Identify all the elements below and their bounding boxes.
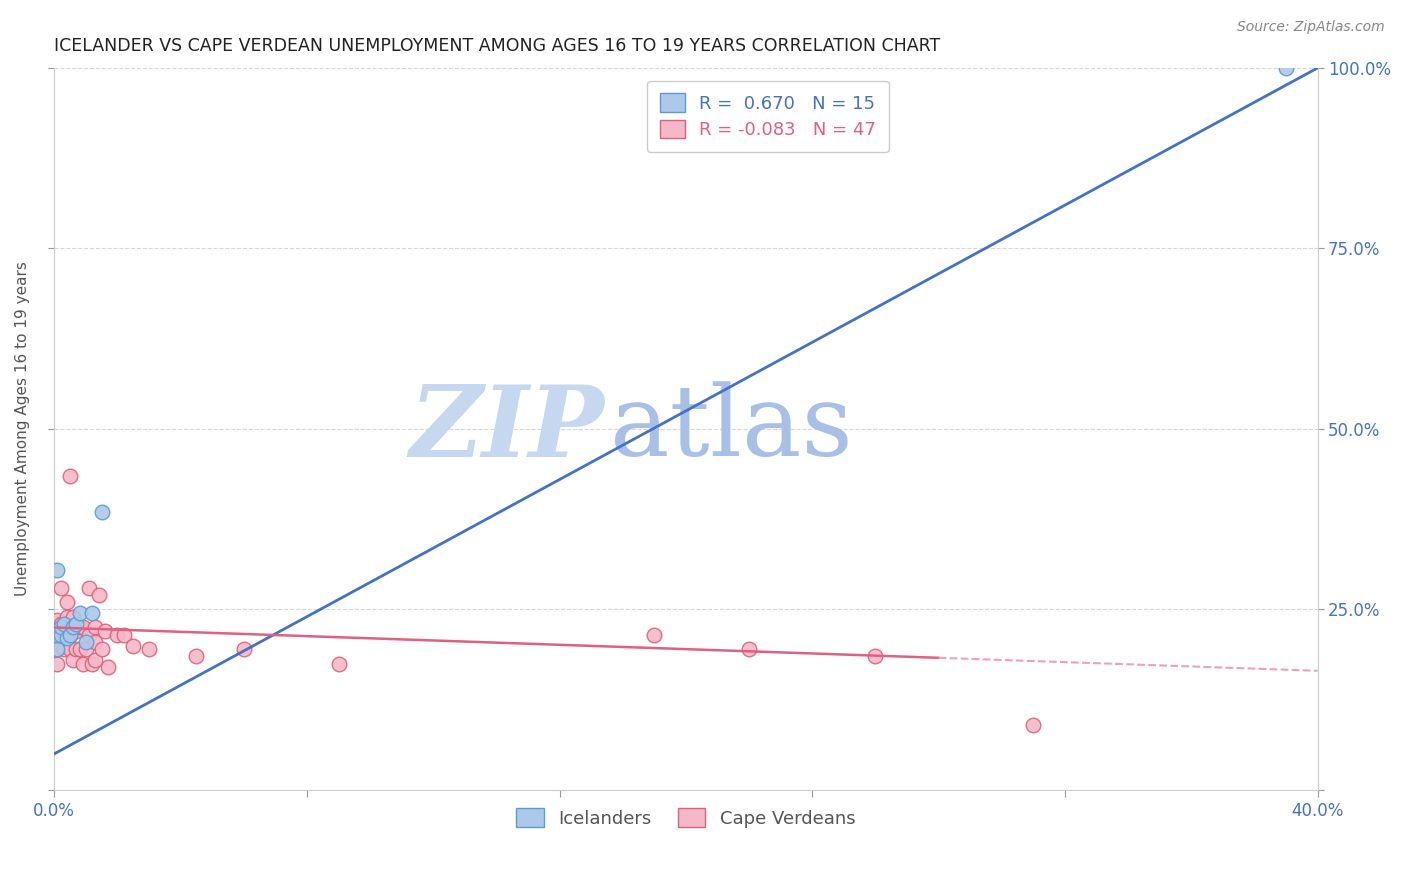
Point — [90, 505, 112, 519]
Point — [738, 642, 761, 657]
Point — [56, 595, 79, 609]
Point — [56, 628, 79, 642]
Point — [62, 620, 84, 634]
Point — [643, 628, 665, 642]
Point — [232, 642, 254, 657]
Point — [62, 609, 84, 624]
Point — [62, 653, 84, 667]
Point — [52, 616, 75, 631]
Text: ICELANDER VS CAPE VERDEAN UNEMPLOYMENT AMONG AGES 16 TO 19 YEARS CORRELATION CHA: ICELANDER VS CAPE VERDEAN UNEMPLOYMENT A… — [55, 37, 941, 55]
Point — [46, 657, 69, 671]
Point — [46, 628, 69, 642]
Point — [56, 609, 79, 624]
Point — [65, 624, 87, 638]
Point — [90, 642, 112, 657]
Point — [65, 616, 87, 631]
Text: Source: ZipAtlas.com: Source: ZipAtlas.com — [1237, 20, 1385, 34]
Point — [56, 632, 79, 646]
Point — [69, 642, 91, 657]
Point — [46, 642, 69, 657]
Point — [1022, 718, 1045, 732]
Point — [82, 606, 104, 620]
Point — [77, 581, 100, 595]
Text: ZIP: ZIP — [409, 381, 603, 477]
Point — [84, 653, 107, 667]
Point — [59, 628, 82, 642]
Point — [69, 606, 91, 620]
Point — [865, 649, 887, 664]
Point — [52, 628, 75, 642]
Point — [87, 588, 110, 602]
Point — [46, 628, 69, 642]
Point — [84, 635, 107, 649]
Point — [122, 639, 145, 653]
Point — [49, 581, 72, 595]
Point — [59, 642, 82, 657]
Point — [52, 642, 75, 657]
Point — [77, 628, 100, 642]
Point — [49, 620, 72, 634]
Point — [49, 639, 72, 653]
Point — [84, 620, 107, 634]
Point — [138, 642, 160, 657]
Point — [46, 563, 69, 577]
Point — [112, 628, 135, 642]
Point — [97, 660, 120, 674]
Point — [1275, 61, 1298, 75]
Point — [52, 616, 75, 631]
Point — [82, 657, 104, 671]
Point — [69, 620, 91, 634]
Point — [94, 624, 117, 638]
Text: atlas: atlas — [610, 381, 853, 477]
Point — [72, 620, 94, 634]
Point — [59, 628, 82, 642]
Point — [59, 468, 82, 483]
Legend: Icelanders, Cape Verdeans: Icelanders, Cape Verdeans — [509, 801, 863, 835]
Point — [46, 613, 69, 627]
Point — [72, 657, 94, 671]
Point — [65, 642, 87, 657]
Point — [75, 642, 97, 657]
Point — [46, 642, 69, 657]
Y-axis label: Unemployment Among Ages 16 to 19 years: Unemployment Among Ages 16 to 19 years — [15, 261, 30, 597]
Point — [186, 649, 208, 664]
Point — [75, 635, 97, 649]
Point — [49, 616, 72, 631]
Point — [107, 628, 129, 642]
Point — [49, 628, 72, 642]
Point — [328, 657, 350, 671]
Point — [49, 628, 72, 642]
